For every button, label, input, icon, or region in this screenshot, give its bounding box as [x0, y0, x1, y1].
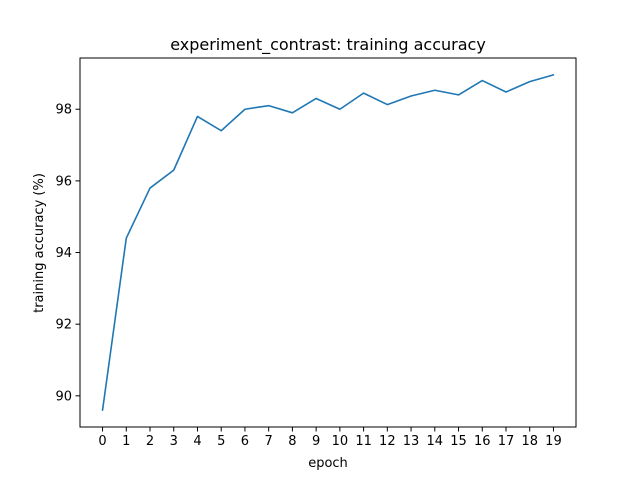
x-tick-label: 16: [474, 434, 491, 449]
y-tick-label: 96: [55, 174, 72, 189]
plot-area: [101, 74, 555, 411]
y-tick-label: 92: [55, 318, 72, 333]
y-tick-label: 90: [55, 389, 72, 404]
x-tick-label: 8: [288, 434, 296, 449]
x-tick-label: 13: [403, 434, 420, 449]
y-tick-label: 94: [55, 246, 72, 261]
y-axis: 90 92 94 96 98: [55, 103, 80, 404]
y-axis-label: training accuracy (%): [32, 173, 47, 313]
chart-title: experiment_contrast: training accuracy: [170, 35, 486, 55]
x-tick-label: 11: [355, 434, 372, 449]
x-tick-label: 2: [146, 434, 154, 449]
x-tick-label: 6: [241, 434, 249, 449]
x-tick-label: 1: [122, 434, 130, 449]
x-tick-label: 0: [98, 434, 106, 449]
x-axis-label: epoch: [308, 456, 348, 471]
x-tick-label: 12: [379, 434, 396, 449]
x-tick-label: 18: [521, 434, 538, 449]
x-tick-label: 15: [450, 434, 467, 449]
x-tick-label: 14: [427, 434, 444, 449]
x-tick-label: 10: [332, 434, 349, 449]
x-tick-label: 4: [193, 434, 201, 449]
series-line-0: [101, 74, 555, 411]
x-tick-label: 7: [265, 434, 273, 449]
x-tick-label: 19: [545, 434, 562, 449]
plot-frame: [79, 57, 577, 428]
x-tick-label: 9: [312, 434, 320, 449]
x-tick-label: 3: [170, 434, 178, 449]
x-axis: 0 1 2 3 4 5 6 7 8 9 10 11 12 13 14 15 16 17 18 19: [98, 427, 562, 449]
x-tick-label: 5: [217, 434, 225, 449]
x-tick-label: 17: [498, 434, 515, 449]
y-tick-label: 98: [55, 103, 72, 118]
